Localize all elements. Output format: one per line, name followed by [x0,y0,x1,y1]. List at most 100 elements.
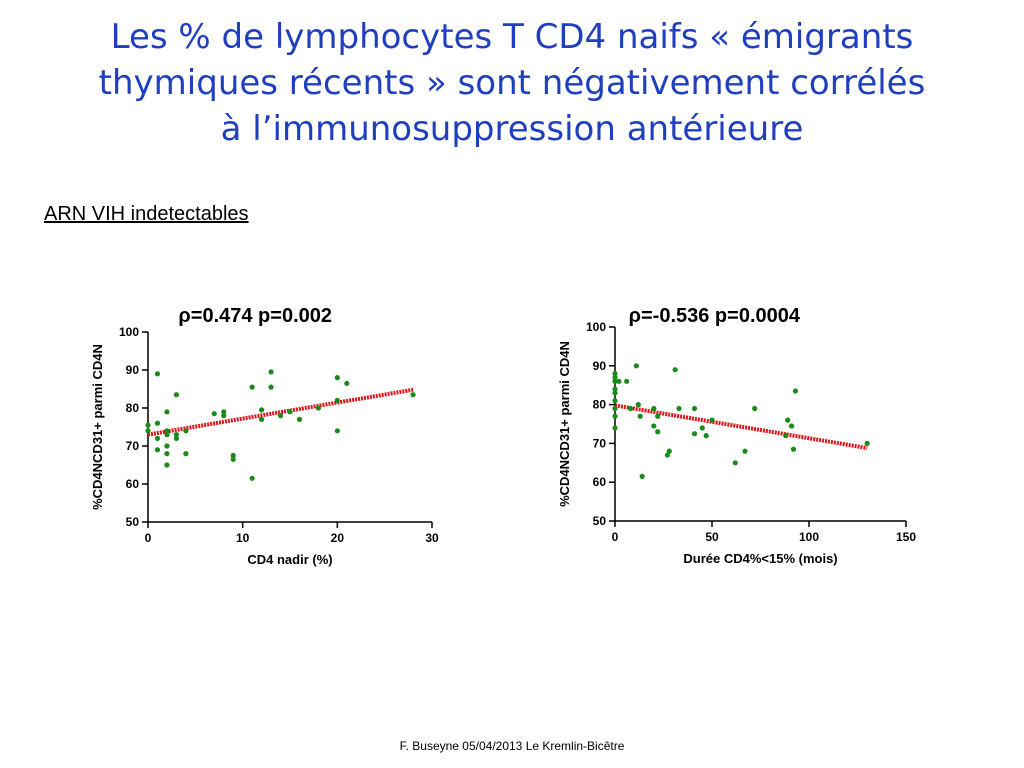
y-tick-label: 60 [126,477,140,491]
data-point [732,460,738,466]
y-tick-label: 50 [126,515,140,529]
x-axis-label: Durée CD4%<15% (mois) [683,551,837,566]
data-point [651,405,657,412]
data-point [655,429,661,435]
data-point [315,405,321,411]
x-tick-label: 100 [799,530,819,544]
data-point [612,374,618,381]
data-point [164,462,170,468]
x-axis-label: CD4 nadir (%) [247,552,332,567]
correlation-annotation: ρ=-0.536 p=0.0004 [629,305,801,327]
data-point [612,370,618,377]
x-tick-label: 20 [331,531,345,545]
data-point [145,428,151,434]
data-point [612,405,618,412]
chart-canvas: ρ=0.474 p=0.002 50 60 70 80 90 100 0 10 20 30 CD4 n… [90,305,439,567]
x-tick-label: 0 [612,530,619,544]
regression-line [147,387,414,437]
data-point [703,433,709,439]
data-point [612,386,618,392]
x-tick-label: 10 [236,531,250,545]
data-point [145,422,151,428]
data-point [164,428,170,434]
x-tick-label: 0 [145,531,152,545]
data-point [785,417,791,423]
data-point [637,413,643,419]
slide-title-line-3: à l’immunosuppression antérieure [220,109,804,149]
y-axis-label: %CD4NCD31+ parmi CD4N [557,341,572,507]
data-point [691,405,698,412]
y-tick-label: 100 [586,320,606,334]
data-point [211,411,217,417]
data-point [296,416,303,422]
regression-line [614,403,868,451]
data-point [664,452,670,458]
data-point [612,398,618,404]
data-point [624,378,630,384]
data-point [259,416,265,422]
data-point [249,475,255,481]
data-point [230,452,236,459]
data-point [676,405,682,412]
data-point [154,435,161,441]
data-point [666,448,672,454]
y-tick-label: 80 [126,401,140,415]
data-point [790,446,797,452]
data-point [268,369,274,375]
x-tick-label: 50 [705,530,719,544]
y-axis-label: %CD4NCD31+ parmi CD4N [90,344,105,510]
data-point [230,456,236,462]
data-point [612,413,618,419]
data-point [410,392,416,398]
data-point [183,451,189,457]
data-point [635,402,641,408]
data-point [691,431,698,437]
data-point [183,428,189,434]
x-tick-label: 30 [425,531,439,545]
y-tick-label: 100 [119,325,139,339]
data-point [173,432,179,438]
data-point [709,417,715,423]
y-tick-label: 70 [593,436,607,450]
data-point [655,413,661,419]
data-point [783,433,789,439]
scatter-chart-duree-cd4: ρ=-0.536 p=0.0004 50 60 70 80 90 100 0 50 100 150 D… [548,290,938,590]
footer: F. Buseyne 05/04/2013 Le Kremlin-Bicêtre [399,739,625,753]
data-point [164,409,170,415]
chart-canvas: ρ=-0.536 p=0.0004 50 60 70 80 90 100 0 50 100 150 D… [557,305,916,566]
data-point [221,413,227,419]
data-point [344,380,350,386]
data-point [287,409,293,415]
data-point [164,451,170,457]
data-point [672,367,678,373]
data-point [334,397,340,403]
data-point [612,425,618,431]
slide-title: Les % de lymphocytes T CD4 naifs « émigr… [40,14,984,152]
y-tick-label: 70 [126,439,140,453]
y-tick-label: 60 [593,475,607,489]
data-point [259,407,265,413]
data-point [752,405,758,412]
data-point [268,384,274,390]
y-tick-label: 90 [126,363,140,377]
data-point [639,473,645,479]
data-point [792,388,799,394]
data-point [173,435,179,441]
data-point [164,432,170,438]
data-point [334,375,340,381]
data-point [651,423,657,429]
y-tick-label: 50 [593,514,607,528]
correlation-annotation: ρ=0.474 p=0.002 [178,305,332,327]
x-tick-label: 150 [896,530,916,544]
data-point [612,390,618,396]
data-point [864,440,870,446]
data-point [627,405,634,412]
data-point [616,378,622,384]
data-point [277,413,284,419]
data-point [788,423,795,429]
slide-title-line-1: Les % de lymphocytes T CD4 naifs « émigr… [110,17,914,57]
data-point [154,420,161,426]
y-tick-label: 80 [593,398,607,412]
data-point [221,409,227,415]
data-point [633,363,639,369]
